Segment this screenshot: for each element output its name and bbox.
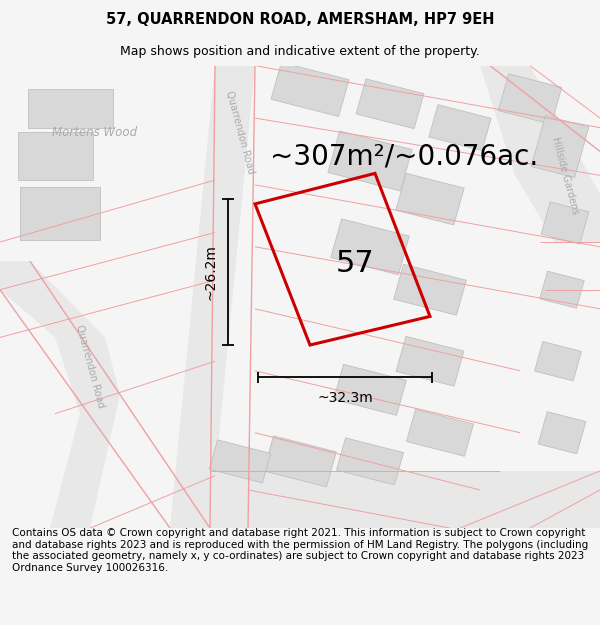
Polygon shape <box>535 342 581 381</box>
Polygon shape <box>20 188 100 239</box>
Polygon shape <box>328 131 412 191</box>
Polygon shape <box>396 336 464 386</box>
Polygon shape <box>538 412 586 454</box>
Polygon shape <box>17 132 92 180</box>
Polygon shape <box>28 89 113 127</box>
Text: ~26.2m: ~26.2m <box>204 244 218 300</box>
Polygon shape <box>540 271 584 308</box>
Polygon shape <box>480 66 600 242</box>
Polygon shape <box>406 409 473 456</box>
Text: Quarrendon Road: Quarrendon Road <box>74 323 106 409</box>
Text: 57, QUARRENDON ROAD, AMERSHAM, HP7 9EH: 57, QUARRENDON ROAD, AMERSHAM, HP7 9EH <box>106 12 494 27</box>
Polygon shape <box>0 261 120 528</box>
Text: ~32.3m: ~32.3m <box>317 391 373 405</box>
Text: Mortens Wood: Mortens Wood <box>52 126 137 139</box>
Text: ~307m²/~0.076ac.: ~307m²/~0.076ac. <box>270 142 538 170</box>
Text: Quarrendon Road: Quarrendon Road <box>224 90 256 175</box>
Polygon shape <box>331 219 409 275</box>
Polygon shape <box>170 471 600 528</box>
Text: Contains OS data © Crown copyright and database right 2021. This information is : Contains OS data © Crown copyright and d… <box>12 528 588 573</box>
Polygon shape <box>209 440 271 483</box>
Text: 57: 57 <box>335 249 374 278</box>
Polygon shape <box>541 202 589 244</box>
Polygon shape <box>271 62 349 116</box>
Polygon shape <box>337 438 404 485</box>
Polygon shape <box>170 66 255 528</box>
Text: Hillside Gardens: Hillside Gardens <box>550 136 580 215</box>
Polygon shape <box>394 264 466 315</box>
Text: Map shows position and indicative extent of the property.: Map shows position and indicative extent… <box>120 45 480 58</box>
Polygon shape <box>396 173 464 225</box>
Polygon shape <box>263 436 337 487</box>
Polygon shape <box>498 74 562 124</box>
Polygon shape <box>531 116 589 178</box>
Polygon shape <box>429 105 491 151</box>
Polygon shape <box>334 364 406 416</box>
Polygon shape <box>356 79 424 129</box>
